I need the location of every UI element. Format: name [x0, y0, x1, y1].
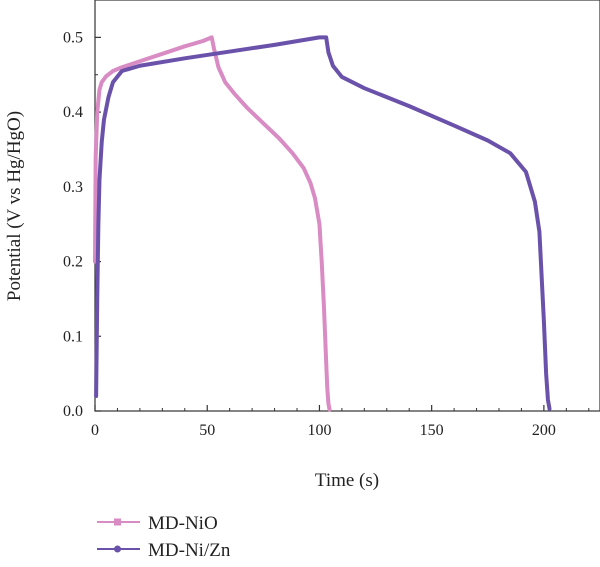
y-tick-label: 0.2	[63, 254, 83, 271]
x-axis-title: Time (s)	[315, 470, 379, 491]
y-tick-label: 0.1	[63, 328, 83, 345]
legend-label: MD-Ni/Zn	[148, 540, 231, 561]
x-tick-label: 50	[199, 422, 215, 439]
y-tick-label: 0.0	[63, 403, 83, 420]
legend: MD-NiO MD-Ni/Zn	[97, 513, 231, 561]
y-tick-label: 0.3	[63, 179, 83, 196]
x-tick-label: 200	[532, 422, 556, 439]
y-tick-label: 0.5	[63, 29, 83, 46]
x-axis-ticks: 0 50 100 150 200	[91, 405, 590, 439]
x-tick-label: 0	[91, 422, 99, 439]
legend-marker-circle	[114, 545, 121, 553]
x-tick-label: 100	[307, 422, 331, 439]
legend-marker-square	[114, 518, 121, 526]
series-layer	[93, 35, 552, 412]
x-tick-label: 150	[420, 422, 444, 439]
y-tick-label: 0.4	[63, 104, 83, 121]
legend-label: MD-NiO	[148, 513, 218, 534]
series-line-md-nio	[93, 35, 332, 412]
y-axis-ticks: 0.0 0.1 0.2 0.3 0.4 0.5	[63, 0, 101, 420]
y-axis-title: Potential (V vs Hg/HgO)	[4, 111, 25, 301]
series-line-md-ni-zn	[94, 35, 552, 411]
